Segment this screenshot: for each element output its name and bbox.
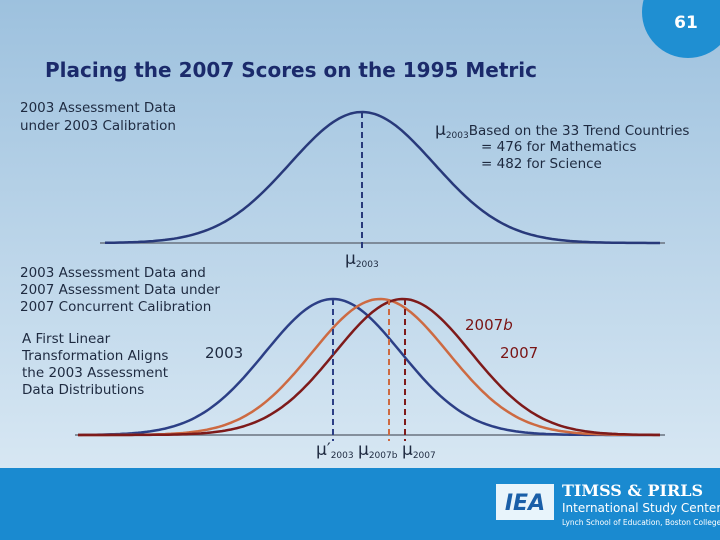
mu-sub: 2003 [331,451,354,461]
mu-symbol: μ′ [316,440,331,460]
note-line: A First Linear [22,331,111,347]
note-line: Data Distributions [22,382,144,398]
note-line: the 2003 Assessment [22,365,168,381]
mu-symbol: μ [402,440,413,460]
mu-symbol: μ [435,120,446,140]
note-line: Transformation Aligns [21,348,168,364]
school-name: Lynch School of Education, Boston Colleg… [562,518,720,527]
footer [0,468,720,540]
panel-label: 2003 Assessment Data [20,100,176,116]
mean-label: μ2007 [402,440,436,461]
distribution-curve [104,110,660,245]
panel-label: 2007 Assessment Data under [20,282,220,298]
curve-label: 2003 [205,344,243,362]
panel-label: 2007 Concurrent Calibration [20,299,211,315]
curve-label: 2007b [465,316,513,334]
mean-note: μ2003Based on the 33 Trend Countries [435,120,689,141]
distribution-curve [78,297,660,437]
panel-label: under 2003 Calibration [20,118,176,134]
curve-label: 2007 [500,344,538,362]
mu-symbol: μ [345,249,356,269]
distribution-curve [78,297,660,437]
logo: IEA [505,491,545,516]
mean-label: μ′2003 [316,440,354,461]
curves [75,110,665,441]
panel-label: 2003 Assessment Data and [20,265,206,281]
org-name: TIMSS & PIRLS [562,481,703,500]
number-badge [642,0,720,58]
note-line: = 482 for Science [481,156,602,172]
background [0,0,720,468]
mu-symbol: μ [358,440,369,460]
curve-label-suffix: b [503,316,513,334]
mu-sub: 2003 [446,131,469,141]
mu-sub: 2007 [413,451,436,461]
mean-label: μ2007b [358,440,398,461]
mu-sub: 2007b [369,451,398,461]
mu-sub: 2003 [356,260,379,270]
center-name: International Study Center [562,501,720,515]
curve-label-text: 2007 [465,316,503,334]
note-line: = 476 for Mathematics [481,139,637,155]
slide-title: Placing the 2007 Scores on the 1995 Metr… [45,58,537,82]
logo-box [496,484,554,520]
mean-label: μ2003 [345,249,379,270]
slide-number: 61 [674,13,698,33]
note-line: Based on the 33 Trend Countries [469,123,690,139]
